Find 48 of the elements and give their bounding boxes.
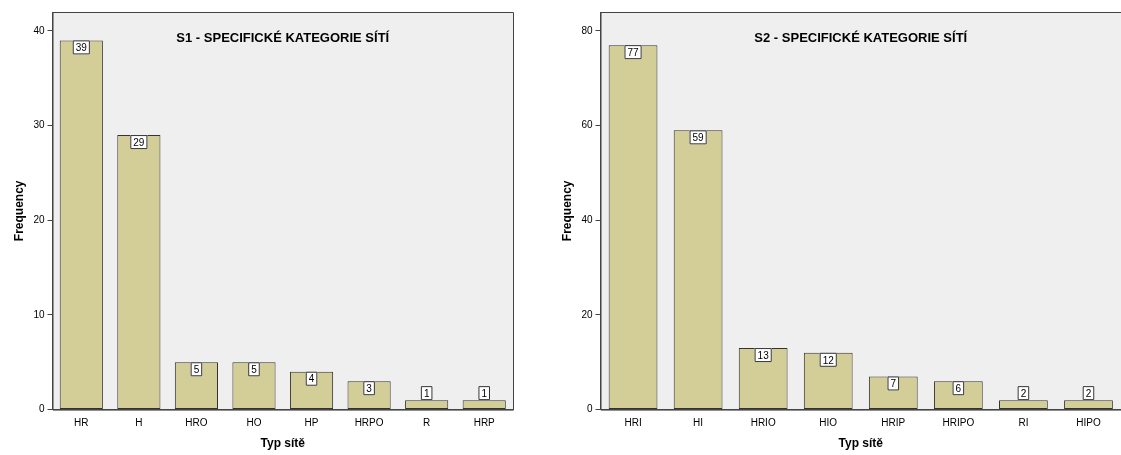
x-tick-label: HRO bbox=[185, 417, 208, 429]
y-tick-label: 80 bbox=[581, 24, 593, 36]
x-tick-label: HRP bbox=[473, 417, 496, 429]
data-label: 6 bbox=[955, 382, 962, 394]
text: S1 - SPECIFICKÉ KATEGORIE SÍTÍ bbox=[176, 29, 390, 45]
text: S2 - SPECIFICKÉ KATEGORIE SÍTÍ bbox=[754, 29, 968, 45]
data-label: 29 bbox=[133, 136, 145, 148]
y-tick-label: 0 bbox=[38, 403, 45, 415]
x-tick-label: HRPO bbox=[354, 417, 384, 429]
x-tick-label: H bbox=[135, 417, 143, 429]
data-label: 1 bbox=[481, 387, 488, 399]
data-label: 1 bbox=[423, 387, 430, 399]
y-tick-label: 20 bbox=[33, 214, 45, 226]
y-tick-label: 0 bbox=[586, 403, 593, 415]
data-label: 7 bbox=[890, 378, 897, 390]
data-label: 4 bbox=[308, 373, 315, 385]
x-axis-title: Typ sítě bbox=[838, 436, 884, 451]
data-label: 77 bbox=[627, 46, 640, 58]
x-axis-title: Typ sítě bbox=[260, 436, 306, 451]
data-label: 12 bbox=[822, 354, 835, 366]
y-axis-title: Frequency bbox=[559, 180, 574, 242]
data-label: 13 bbox=[757, 349, 770, 361]
x-tick-label: R bbox=[423, 417, 431, 429]
x-tick-label: RI bbox=[1018, 417, 1029, 429]
x-tick-label: HI bbox=[693, 417, 704, 429]
y-tick-label: 20 bbox=[581, 308, 593, 320]
y-tick-label: 40 bbox=[33, 24, 45, 36]
data-label: 2 bbox=[1020, 387, 1027, 399]
y-tick-label: 40 bbox=[581, 214, 593, 226]
x-tick-label: HR bbox=[74, 417, 89, 429]
data-label: 59 bbox=[692, 132, 705, 144]
x-tick-label: HO bbox=[246, 417, 262, 429]
data-label: 39 bbox=[75, 42, 88, 54]
x-tick-label: HRIO bbox=[750, 417, 776, 429]
y-tick-label: 60 bbox=[581, 119, 593, 131]
data-label: 5 bbox=[251, 364, 258, 376]
x-tick-label: HRI bbox=[624, 417, 642, 429]
data-label: 3 bbox=[366, 382, 373, 394]
data-label: 5 bbox=[193, 364, 200, 376]
data-label: 2 bbox=[1085, 387, 1092, 399]
x-tick-label: HRIPO bbox=[942, 417, 975, 429]
x-tick-label: HRIP bbox=[881, 417, 906, 429]
y-tick-label: 10 bbox=[33, 308, 45, 320]
x-tick-label: HIPO bbox=[1076, 417, 1101, 429]
x-tick-label: HP bbox=[304, 417, 319, 429]
x-tick-label: HIO bbox=[819, 417, 838, 429]
y-tick-label: 30 bbox=[33, 119, 45, 131]
y-axis-title: Frequency bbox=[11, 180, 26, 242]
